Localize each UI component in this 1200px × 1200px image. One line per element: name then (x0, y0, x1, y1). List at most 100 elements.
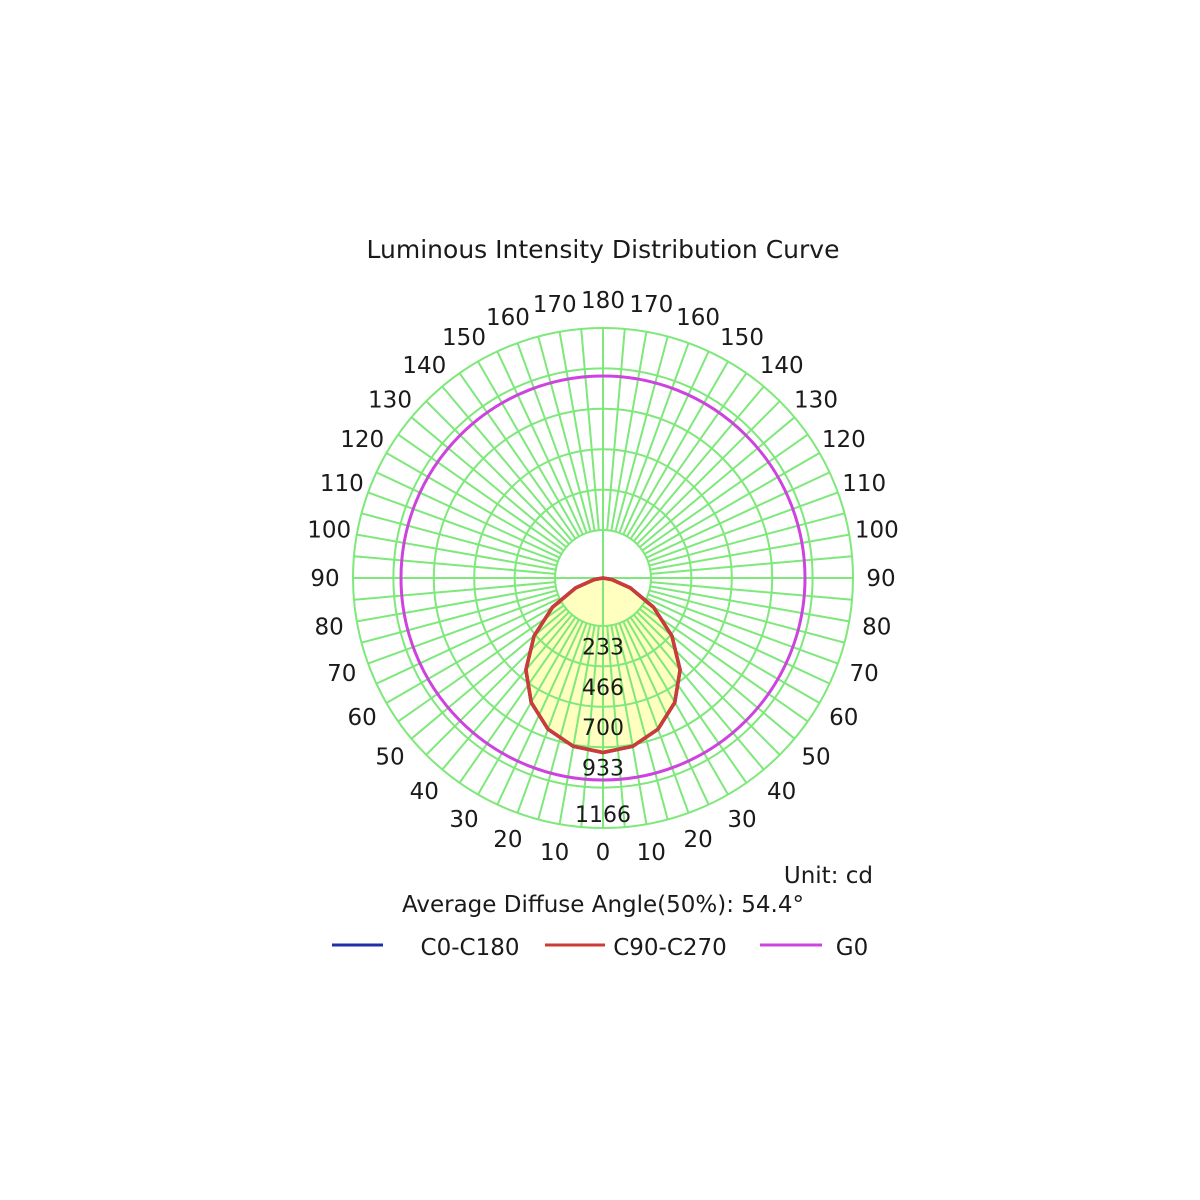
angle-tick-label: 150 (720, 325, 764, 351)
grid-spoke-255 (537, 336, 592, 532)
grid-spoke-195 (361, 512, 557, 567)
grid-spoke-245 (496, 351, 584, 535)
grid-spoke-50 (633, 614, 765, 771)
grid-spoke-215 (397, 433, 565, 552)
grid-spoke-55 (629, 616, 748, 784)
grid-spoke-45 (636, 611, 781, 756)
grid-spoke-160 (367, 593, 559, 665)
grid-spoke-205 (376, 471, 560, 559)
angle-tick-label: 80 (315, 614, 344, 640)
grid-spoke-120 (477, 619, 580, 796)
grid-spoke-30 (644, 601, 821, 704)
grid-spoke-150 (385, 601, 562, 704)
angle-tick-label: 20 (683, 827, 712, 853)
angle-tick-label: 0 (596, 840, 611, 866)
grid-spoke-170 (356, 585, 556, 623)
grid-spoke-240 (477, 360, 580, 537)
angle-tick-label: 180 (581, 288, 625, 314)
radial-tick-label: 933 (582, 757, 624, 782)
grid-spoke-110 (516, 622, 588, 814)
diffuse-angle-label: Average Diffuse Angle(50%): 54.4° (402, 892, 804, 918)
grid-spoke-5 (650, 581, 853, 601)
angle-tick-label: 40 (767, 779, 796, 805)
grid-spoke-230 (441, 385, 573, 542)
radial-labels: 233 466 700 933 1166 (575, 635, 631, 828)
angle-tick-label: 60 (348, 705, 377, 731)
angle-tick-label: 70 (850, 661, 879, 687)
angle-tick-label: 160 (676, 305, 720, 331)
angle-tick-label: 20 (493, 827, 522, 853)
grid-spoke-330 (644, 452, 821, 555)
grid-spoke-280 (610, 331, 648, 531)
grid-spoke-15 (649, 589, 845, 644)
grid-spoke-145 (397, 604, 565, 723)
angle-tick-label: 130 (794, 387, 838, 413)
grid-spoke-165 (361, 589, 557, 644)
radial-tick-label: 700 (582, 716, 624, 741)
grid-spoke-225 (425, 400, 570, 545)
grid-spoke-235 (458, 372, 577, 540)
grid-spoke-275 (606, 328, 626, 531)
angle-tick-label: 140 (402, 353, 446, 379)
angle-tick-label: 30 (449, 807, 478, 833)
series-c90-c270-curve (524, 576, 682, 755)
unit-label: Unit: cd (784, 863, 873, 889)
angle-tick-label: 10 (637, 840, 666, 866)
grid-spoke-40 (639, 608, 796, 740)
grid-spoke-220 (410, 416, 567, 548)
angle-tick-label: 110 (320, 471, 364, 497)
grid-spoke-65 (622, 621, 710, 805)
radial-tick-label: 466 (582, 676, 624, 701)
grid-spoke-325 (641, 433, 809, 552)
radial-tick-label: 233 (582, 635, 624, 660)
grid-spoke-190 (356, 533, 556, 571)
grid-spoke-10 (650, 585, 850, 623)
grid-spoke-85 (606, 625, 626, 828)
grid-spoke-350 (650, 533, 850, 571)
grid-spoke-250 (516, 342, 588, 534)
grid-spoke-290 (618, 342, 690, 534)
grid-spoke-260 (558, 331, 596, 531)
angle-tick-label: 30 (727, 807, 756, 833)
angle-tick-label: 50 (801, 745, 830, 771)
angle-tick-label: 60 (829, 705, 858, 731)
angle-tick-label: 140 (760, 353, 804, 379)
grid-spoke-335 (646, 471, 830, 559)
grid-spoke-200 (367, 491, 559, 563)
series-layer (399, 374, 807, 782)
grid-spoke-175 (353, 581, 556, 601)
grid-spoke-315 (636, 400, 781, 545)
radial-tick-label: 1166 (575, 803, 631, 828)
angle-tick-label: 90 (310, 566, 339, 592)
angle-tick-label: 120 (822, 427, 866, 453)
grid-spoke-25 (646, 597, 830, 685)
angle-tick-label: 10 (540, 840, 569, 866)
grid-spoke-355 (650, 555, 853, 575)
series-g0-curve (399, 374, 807, 782)
grid-spoke-135 (425, 611, 570, 756)
grid-spoke-310 (633, 385, 765, 542)
angle-tick-label: 100 (307, 518, 351, 544)
grid-spoke-185 (353, 555, 556, 575)
grid-spoke-345 (649, 512, 845, 567)
grid-spoke-130 (441, 614, 573, 771)
angle-tick-label: 70 (327, 661, 356, 687)
grid-spoke-35 (641, 604, 809, 723)
grid-spoke-300 (626, 360, 729, 537)
grid-spoke-265 (580, 328, 600, 531)
grid-spoke-210 (385, 452, 562, 555)
angle-tick-label: 160 (486, 305, 530, 331)
grid-spoke-70 (618, 622, 690, 814)
grid-spoke-320 (639, 416, 796, 548)
legend-label-c0-c180: C0-C180 (421, 935, 520, 961)
grid-spoke-100 (558, 625, 596, 825)
legend-label-c90-c270: C90-C270 (613, 935, 727, 961)
angle-tick-label: 40 (410, 779, 439, 805)
grid-spoke-140 (410, 608, 567, 740)
legend: C0-C180 C90-C270 G0 (332, 935, 868, 961)
angle-tick-label: 50 (375, 745, 404, 771)
chart-title: Luminous Intensity Distribution Curve (367, 235, 840, 264)
grid-spoke-95 (580, 625, 600, 828)
